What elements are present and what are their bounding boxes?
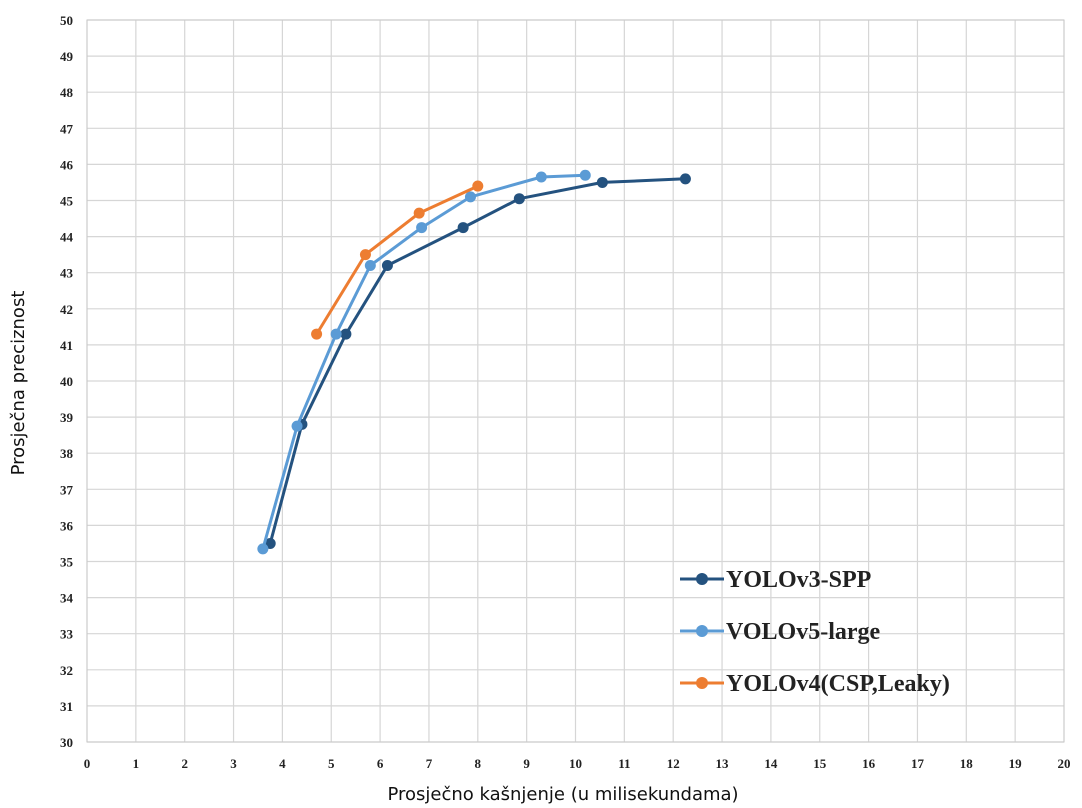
- legend-label: YOLOv3-SPP: [726, 567, 871, 593]
- data-point: [679, 173, 691, 185]
- data-point: [596, 176, 608, 188]
- x-tick-label: 8: [475, 756, 482, 771]
- data-point: [464, 191, 476, 203]
- x-tick-label: 2: [181, 756, 188, 771]
- y-tick-label: 30: [60, 735, 73, 750]
- legend-item: YOLOv4(CSP,Leaky): [680, 671, 950, 697]
- x-tick-label: 12: [667, 756, 680, 771]
- x-tick-label: 14: [764, 756, 778, 771]
- y-tick-label: 31: [60, 699, 73, 714]
- data-point: [457, 222, 469, 234]
- series-1: [257, 169, 591, 555]
- x-tick-label: 13: [716, 756, 730, 771]
- series-line: [261, 173, 586, 550]
- y-tick-label: 50: [60, 13, 73, 28]
- y-axis-title: Prosječna preciznost: [8, 291, 29, 476]
- x-tick-label: 11: [618, 756, 630, 771]
- grid-lines: [86, 19, 1065, 743]
- data-point: [340, 328, 352, 340]
- x-tick-label: 5: [328, 756, 335, 771]
- x-tick-label: 0: [84, 756, 91, 771]
- series-line: [268, 177, 686, 544]
- plot-area-frame: [86, 19, 1065, 743]
- data-point: [579, 169, 591, 181]
- x-tick-label: 16: [862, 756, 876, 771]
- x-tick-label: 19: [1009, 756, 1023, 771]
- x-axis-ticks: 0 1 2 3 4 5 6 7 8 9 10 11 12 13 14 15 16 17 18 19 20: [84, 756, 1071, 771]
- series-2: [311, 180, 484, 340]
- y-tick-label: 42: [60, 302, 73, 317]
- data-point: [381, 259, 393, 271]
- legend-item: VOLOv5-large: [680, 619, 881, 645]
- data-point: [257, 543, 269, 555]
- y-tick-label: 41: [60, 338, 73, 353]
- x-tick-label: 20: [1058, 756, 1071, 771]
- x-tick-label: 18: [960, 756, 974, 771]
- legend-item: YOLOv3-SPP: [680, 567, 871, 593]
- legend-label: YOLOv4(CSP,Leaky): [726, 671, 950, 697]
- legend: YOLOv3-SPP VOLOv5-large YOLOv4(CSP,Leaky): [680, 567, 950, 697]
- x-tick-label: 1: [133, 756, 140, 771]
- y-tick-label: 46: [60, 157, 74, 172]
- data-point: [513, 193, 525, 205]
- series-group: [257, 169, 691, 555]
- data-point: [291, 420, 303, 432]
- data-point: [535, 171, 547, 183]
- y-tick-label: 33: [60, 627, 74, 642]
- y-tick-label: 39: [60, 410, 74, 425]
- data-point: [413, 207, 425, 219]
- data-point: [416, 222, 428, 234]
- x-tick-label: 9: [523, 756, 530, 771]
- x-tick-label: 7: [426, 756, 433, 771]
- x-tick-label: 6: [377, 756, 384, 771]
- x-tick-label: 4: [279, 756, 286, 771]
- x-tick-label: 3: [230, 756, 237, 771]
- data-point: [472, 180, 484, 192]
- x-axis-title: Prosječno kašnjenje (u milisekundama): [387, 784, 738, 805]
- legend-label: VOLOv5-large: [726, 619, 881, 645]
- y-tick-label: 38: [60, 446, 74, 461]
- y-tick-label: 49: [60, 49, 74, 64]
- x-tick-label: 17: [911, 756, 925, 771]
- y-tick-label: 35: [60, 555, 74, 570]
- y-tick-label: 47: [60, 121, 74, 136]
- series-line: [315, 184, 479, 335]
- y-tick-label: 36: [60, 518, 74, 533]
- y-tick-label: 37: [60, 482, 74, 497]
- y-tick-label: 40: [60, 374, 73, 389]
- data-point: [311, 328, 323, 340]
- y-tick-label: 43: [60, 266, 74, 281]
- data-point: [330, 328, 342, 340]
- legend-marker: [696, 677, 708, 689]
- legend-marker: [696, 625, 708, 637]
- y-tick-label: 34: [60, 591, 74, 606]
- x-tick-label: 15: [813, 756, 827, 771]
- y-tick-label: 32: [60, 663, 73, 678]
- y-tick-label: 44: [60, 230, 74, 245]
- legend-marker: [696, 573, 708, 585]
- y-axis-ticks: 30 31 32 33 34 35 36 37 38 39 40 41 42 43 44 45 46 47 48 49…: [60, 13, 74, 750]
- y-tick-label: 45: [60, 194, 74, 209]
- y-tick-label: 48: [60, 85, 74, 100]
- x-tick-label: 10: [569, 756, 582, 771]
- data-point: [364, 259, 376, 271]
- series-0: [264, 173, 691, 549]
- data-point: [359, 249, 371, 261]
